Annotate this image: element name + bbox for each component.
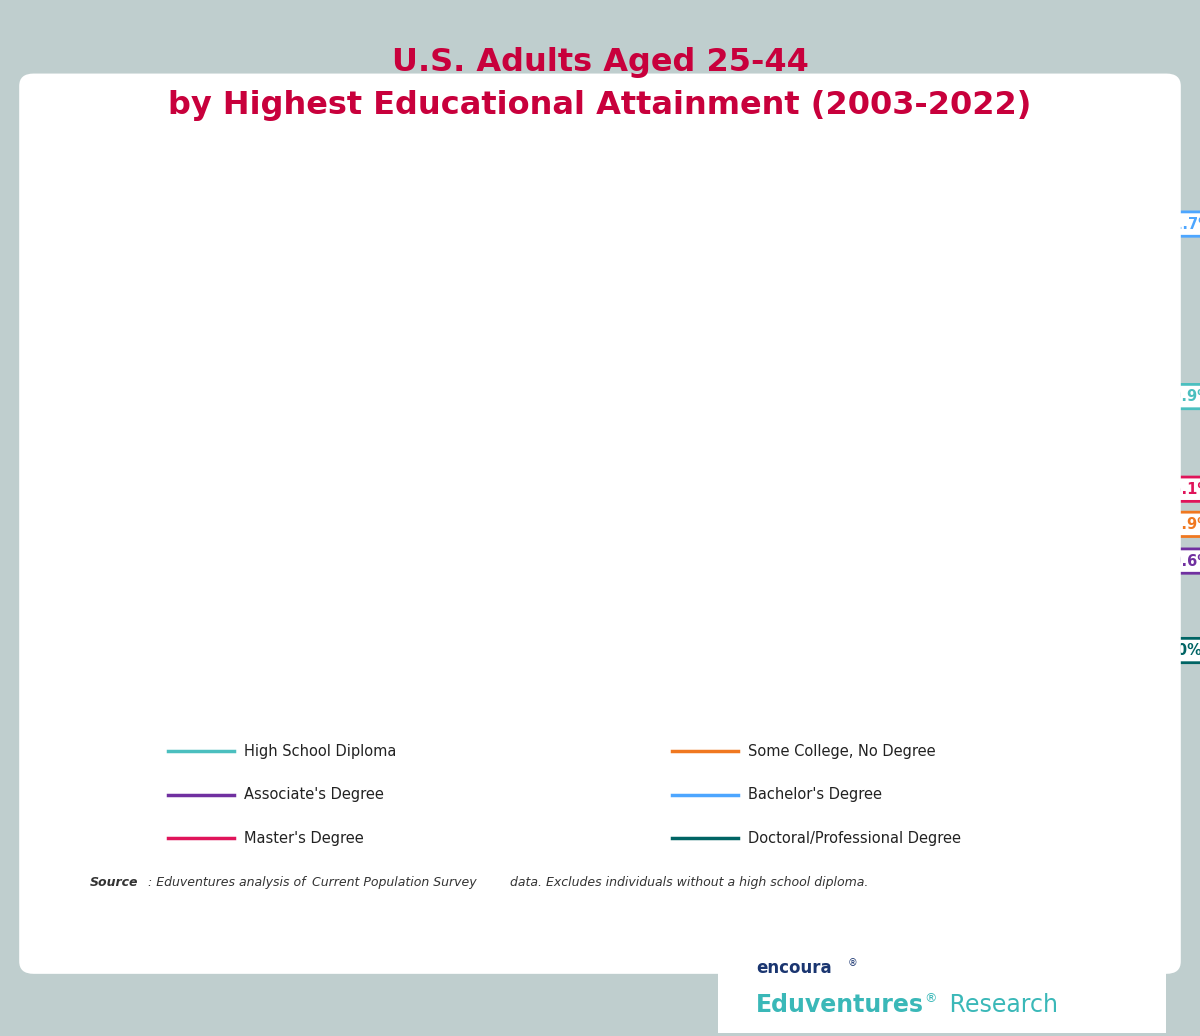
Text: 12.9%: 12.9%	[1162, 517, 1200, 531]
Text: Eduventures: Eduventures	[756, 992, 924, 1017]
Text: ®: ®	[924, 992, 936, 1005]
Text: Current Population Survey: Current Population Survey	[312, 876, 476, 889]
Text: Master's Degree: Master's Degree	[244, 831, 364, 845]
Text: Some College, No Degree: Some College, No Degree	[748, 744, 935, 758]
Text: Source: Source	[90, 876, 138, 889]
Text: 3.3%: 3.3%	[58, 670, 98, 685]
Text: encoura: encoura	[756, 958, 832, 977]
Text: Bachelor's Degree: Bachelor's Degree	[748, 787, 882, 802]
Text: 17.9%: 17.9%	[47, 437, 98, 452]
Text: U.S. Adults Aged 25-44
by Highest Educational Attainment (2003-2022): U.S. Adults Aged 25-44 by Highest Educat…	[168, 47, 1032, 120]
Text: : Eduventures analysis of: : Eduventures analysis of	[148, 876, 310, 889]
Text: 8.4%: 8.4%	[58, 588, 98, 604]
Text: 15.1%: 15.1%	[1162, 482, 1200, 496]
Text: Associate's Degree: Associate's Degree	[244, 787, 384, 802]
Text: 27.0%: 27.0%	[47, 243, 98, 259]
Text: 26.9%: 26.9%	[47, 326, 98, 342]
Text: Doctoral/Professional Degree: Doctoral/Professional Degree	[748, 831, 961, 845]
Text: 10.5%: 10.5%	[47, 555, 98, 570]
Text: 20.9%: 20.9%	[1162, 390, 1200, 404]
Text: ®: ®	[847, 958, 857, 969]
Text: data. Excludes individuals without a high school diploma.: data. Excludes individuals without a hig…	[506, 876, 869, 889]
Text: 10.6%: 10.6%	[1162, 553, 1200, 569]
Text: High School Diploma: High School Diploma	[244, 744, 396, 758]
Text: Research: Research	[942, 992, 1058, 1017]
Text: 5.0%: 5.0%	[1162, 643, 1200, 658]
Text: 31.7%: 31.7%	[1162, 217, 1200, 232]
